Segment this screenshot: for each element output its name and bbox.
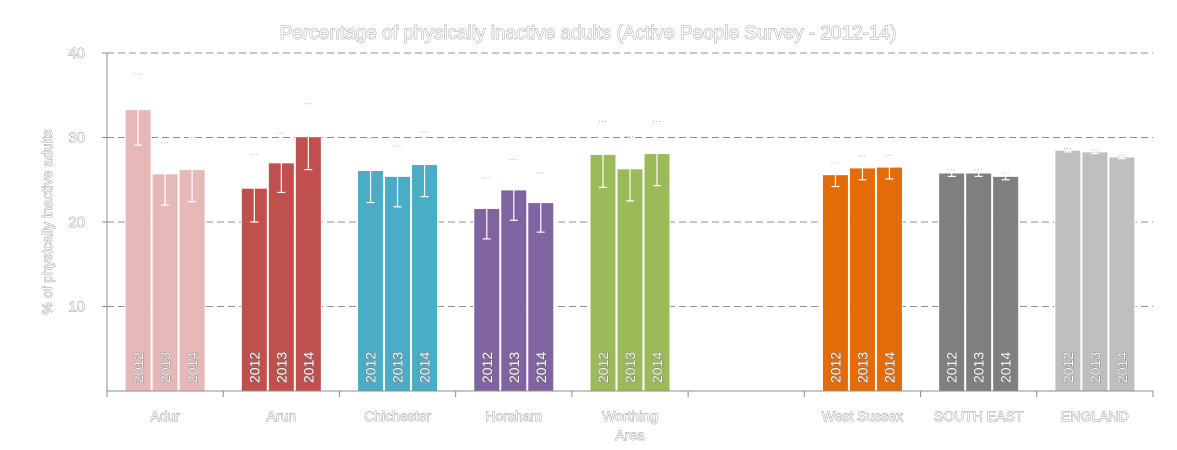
bar-year-label: 2012 <box>363 352 379 383</box>
bar <box>267 162 295 392</box>
x-category-label: West Sussex <box>822 408 903 424</box>
bar <box>500 189 528 392</box>
x-category-label: ENGLAND <box>1061 408 1129 424</box>
bar <box>1054 149 1082 392</box>
bar <box>616 168 644 392</box>
y-tick-label: 40 <box>68 45 85 62</box>
bar <box>384 175 412 392</box>
bar <box>411 164 439 392</box>
bar-year-label: 2013 <box>390 352 406 383</box>
bar <box>848 167 876 392</box>
bar-year-label: 2014 <box>649 352 665 383</box>
bar-year-label: 2013 <box>1087 352 1103 383</box>
x-category-label: Adur <box>150 408 180 424</box>
y-tick-label: 30 <box>68 130 85 147</box>
bar-year-label: 2014 <box>300 352 316 383</box>
bar-year-label: 2013 <box>854 352 870 383</box>
bar <box>643 153 671 392</box>
x-category-label: SOUTH EAST <box>934 408 1024 424</box>
bar-year-label: 2013 <box>506 352 522 383</box>
bar-year-label: 2014 <box>184 352 200 383</box>
bar <box>527 202 555 392</box>
bar <box>965 172 993 392</box>
x-category-label: Worthing <box>602 408 658 424</box>
bar-year-label: 2012 <box>246 352 262 383</box>
bar-year-label: 2013 <box>971 352 987 383</box>
bar-year-label: 2013 <box>157 352 173 383</box>
bar-year-label: 2012 <box>944 352 960 383</box>
bar <box>294 136 322 392</box>
bar-year-label: 2014 <box>998 352 1014 383</box>
chart-title: Percentage of physically inactive adults… <box>280 23 897 44</box>
bar-year-label: 2014 <box>533 352 549 383</box>
y-tick-label: 10 <box>68 299 85 316</box>
bar-year-label: 2012 <box>479 352 495 383</box>
bar-year-label: 2014 <box>1114 352 1130 383</box>
bars: 2012 2013 2014 2012 2013 2014 2012 2013 2014 2012… <box>124 73 1136 392</box>
bar-year-label: 2012 <box>595 352 611 383</box>
bar-year-label: 2013 <box>273 352 289 383</box>
x-category-label: Area <box>615 427 645 443</box>
bar <box>178 169 206 392</box>
x-category-label: Arun <box>267 408 297 424</box>
y-axis-label: % of physically inactive adults <box>39 129 55 314</box>
bar <box>821 174 849 392</box>
bar <box>124 109 152 392</box>
bar-year-label: 2014 <box>417 352 433 383</box>
bar-year-label: 2012 <box>130 352 146 383</box>
bar-year-label: 2012 <box>1060 352 1076 383</box>
axes: 10 20 30 40 Adur Arun Chichester Horsham Worthin… <box>68 45 1154 443</box>
y-tick-label: 20 <box>68 214 85 231</box>
bar-year-label: 2012 <box>827 352 843 383</box>
bar <box>992 175 1020 392</box>
bar-year-label: 2014 <box>881 352 897 383</box>
bar <box>357 169 385 392</box>
x-category-label: Chichester <box>364 408 431 424</box>
bar-year-label: 2013 <box>622 352 638 383</box>
bar <box>589 153 617 392</box>
x-category-label: Horsham <box>485 408 542 424</box>
